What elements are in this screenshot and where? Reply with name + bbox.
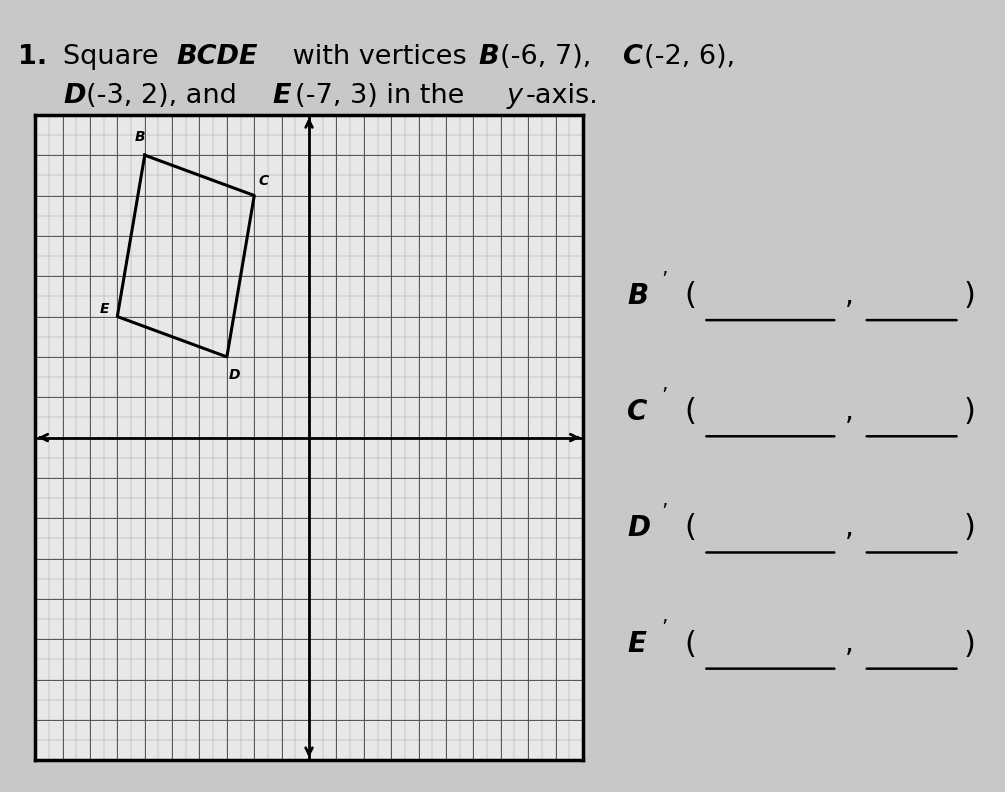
Text: (: ( (684, 281, 696, 310)
Text: (: ( (684, 513, 696, 543)
Text: ’: ’ (661, 386, 667, 406)
Text: with vertices: with vertices (284, 44, 475, 70)
Text: D: D (627, 514, 650, 542)
Text: Square: Square (63, 44, 168, 70)
Text: (: ( (684, 630, 696, 659)
Text: (-2, 6),: (-2, 6), (644, 44, 736, 70)
Text: ): ) (963, 398, 975, 426)
Text: E: E (272, 83, 290, 109)
Text: D: D (63, 83, 85, 109)
Text: ): ) (963, 281, 975, 310)
Text: ): ) (963, 630, 975, 659)
Text: BCDE: BCDE (177, 44, 258, 70)
Text: (-6, 7),: (-6, 7), (500, 44, 600, 70)
Text: B: B (627, 282, 648, 310)
Text: (-7, 3) in the: (-7, 3) in the (295, 83, 473, 109)
Text: ’: ’ (661, 502, 667, 521)
Text: y: y (507, 83, 523, 109)
Text: C: C (627, 398, 647, 426)
Text: E: E (99, 302, 109, 315)
Text: ): ) (963, 513, 975, 543)
Text: B: B (135, 130, 146, 144)
Text: ,: , (845, 282, 853, 310)
Text: C: C (258, 174, 268, 188)
Text: C: C (622, 44, 642, 70)
Text: E: E (627, 630, 646, 658)
Text: ,: , (845, 514, 853, 542)
Text: ,: , (845, 630, 853, 658)
Text: (: ( (684, 398, 696, 426)
Text: 1.: 1. (18, 44, 47, 70)
Text: (-3, 2), and: (-3, 2), and (86, 83, 246, 109)
Text: -axis.: -axis. (526, 83, 598, 109)
Text: ’: ’ (661, 619, 667, 638)
Text: B: B (478, 44, 499, 70)
Text: D: D (228, 368, 240, 382)
Text: ’: ’ (661, 270, 667, 289)
Text: ,: , (845, 398, 853, 426)
